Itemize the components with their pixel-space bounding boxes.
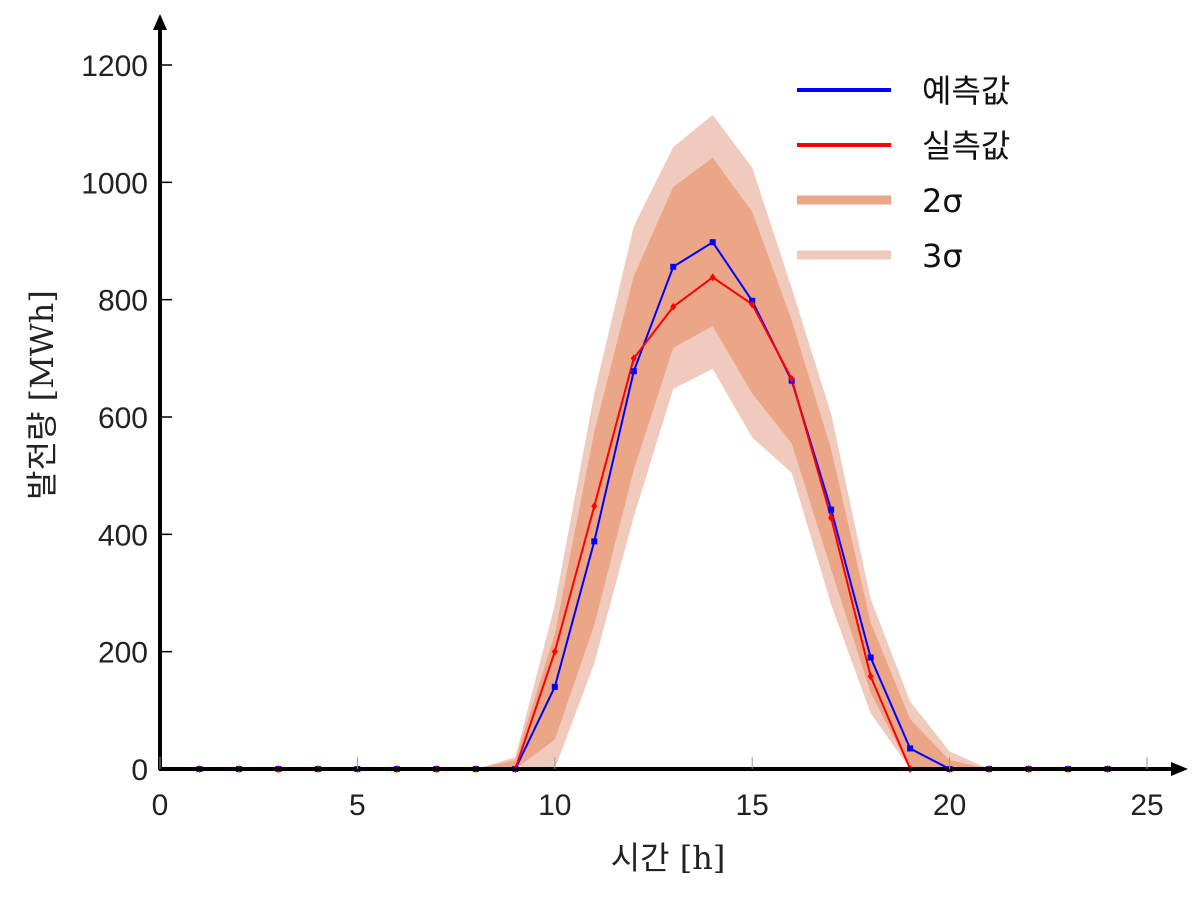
actual-point	[630, 354, 637, 363]
forecast-point	[828, 506, 835, 513]
y-tick-label: 0	[131, 754, 148, 787]
actual-point	[551, 647, 558, 656]
forecast-point	[551, 683, 558, 690]
forecast-point	[867, 654, 874, 661]
ticks: 0 200 400 600 800 1000 1200 0 5 10 15 20 25	[81, 50, 1163, 822]
y-tick-label: 800	[98, 285, 148, 318]
confidence-bands	[199, 114, 1108, 769]
forecast-point	[591, 538, 598, 545]
actual-point	[709, 273, 716, 282]
x-tick-label: 25	[1130, 789, 1163, 822]
x-tick-label: 20	[933, 789, 966, 822]
legend-3sigma-label: 3σ	[922, 237, 963, 275]
y-axis-title: 발전량 [MWh]	[23, 290, 61, 500]
band-3sigma	[199, 114, 1108, 769]
actual-point	[749, 300, 756, 309]
actual-point	[828, 513, 835, 522]
legend-actual-label: 실측값	[922, 127, 1010, 165]
y-tick-label: 400	[98, 519, 148, 552]
actual-point	[591, 502, 598, 511]
y-tick-label: 600	[98, 402, 148, 435]
y-tick-label: 1200	[81, 50, 148, 83]
y-axis-arrow	[153, 14, 167, 30]
band-2sigma	[199, 157, 1108, 769]
x-tick-label: 10	[538, 789, 571, 822]
legend-forecast-label: 예측값	[922, 72, 1010, 110]
forecast-point	[630, 368, 637, 375]
y-tick-label: 1000	[81, 167, 148, 200]
y-tick-label: 200	[98, 637, 148, 670]
series-lines	[199, 240, 1108, 770]
forecast-point	[670, 263, 677, 270]
actual-point	[788, 374, 795, 383]
forecast-point	[907, 745, 914, 752]
legend-2sigma-label: 2σ	[922, 182, 963, 220]
forecast-line	[199, 240, 1108, 770]
actual-point	[867, 672, 874, 681]
x-axis-title: 시간 [h]	[611, 839, 726, 877]
forecast-point	[709, 239, 716, 246]
x-tick-label: 15	[736, 789, 769, 822]
x-tick-label: 0	[152, 789, 169, 822]
actual-point	[670, 302, 677, 311]
x-tick-label: 5	[349, 789, 366, 822]
axes	[153, 14, 1188, 776]
x-axis-arrow	[1171, 762, 1188, 776]
